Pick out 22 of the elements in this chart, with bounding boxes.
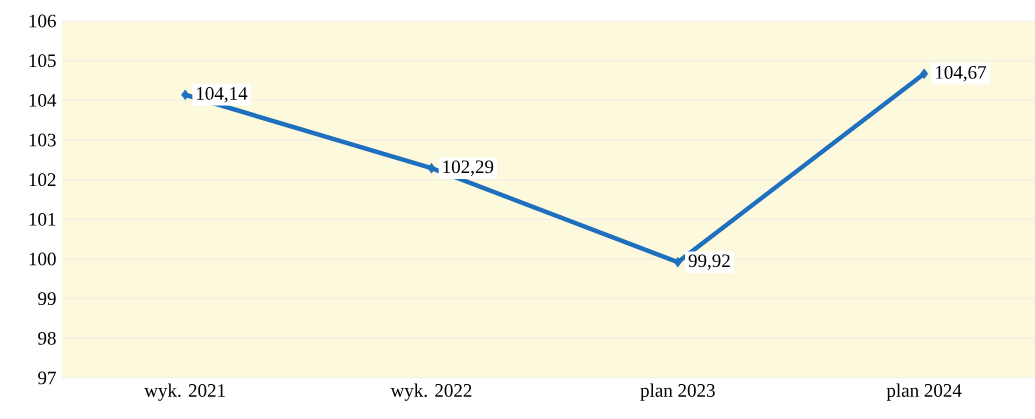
y-tick-label: 105 xyxy=(29,54,56,68)
x-tick-label: plan 2024 xyxy=(886,383,962,401)
y-tick-label: 97 xyxy=(38,371,56,385)
point xyxy=(181,89,190,101)
y-tick-label: 104 xyxy=(29,93,57,107)
data-label: 104,67 xyxy=(936,65,987,82)
y-tick-label: 103 xyxy=(29,133,56,147)
point xyxy=(427,162,436,174)
y-tick-label: 101 xyxy=(29,212,56,226)
y-tick-label: 106 xyxy=(29,14,56,28)
data-label: 102,29 xyxy=(443,160,494,176)
data-label: 104,14 xyxy=(197,87,248,103)
y-tick-label: 98 xyxy=(38,331,56,345)
x-tick-label: plan 2023 xyxy=(640,383,715,401)
x-tick-label: wyk. 2022 xyxy=(390,383,472,401)
y-tick-label: 102 xyxy=(29,173,56,187)
x-tick-label: wyk. 2021 xyxy=(144,383,225,401)
point xyxy=(920,68,929,80)
data-label: 99,92 xyxy=(688,254,730,270)
point xyxy=(673,256,682,268)
y-tick-label: 100 xyxy=(29,252,56,266)
y-tick-label: 99 xyxy=(38,292,56,306)
